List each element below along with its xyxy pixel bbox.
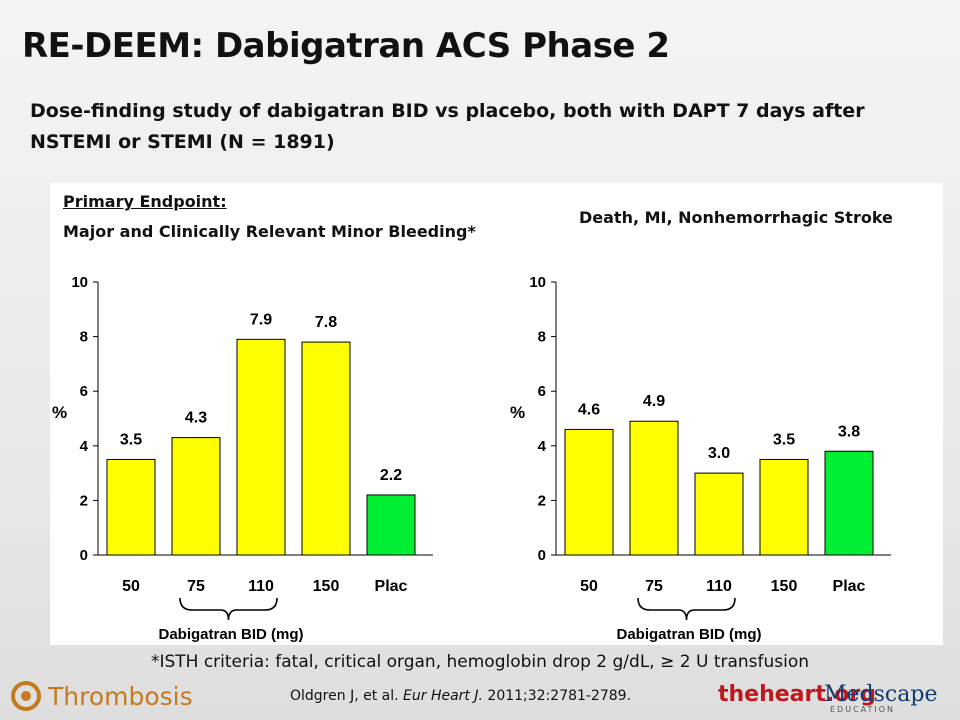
y-tick-label: 8 <box>538 329 546 346</box>
y-tick-label: 6 <box>538 383 546 400</box>
brace-icon <box>637 597 736 621</box>
bar-plac <box>366 494 416 556</box>
bar-150 <box>301 341 351 556</box>
thrombosis-logo-icon <box>11 681 41 711</box>
isth-footnote: *ISTH criteria: fatal, critical organ, h… <box>150 652 810 672</box>
bar-150 <box>759 458 809 556</box>
data-label: 4.6 <box>578 401 600 418</box>
data-label: 3.5 <box>120 431 142 448</box>
bleeding-endpoint-heading: Major and Clinically Relevant Minor Blee… <box>63 222 476 241</box>
y-tick-label: 0 <box>80 547 88 564</box>
bar-50 <box>564 428 614 556</box>
y-tick-label: 4 <box>538 438 547 455</box>
x-category-label: 75 <box>187 578 205 595</box>
citation: Oldgren J, et al. Eur Heart J. 2011;32:2… <box>290 688 631 704</box>
x-axis-title: Dabigatran BID (mg) <box>616 626 761 643</box>
bar-plac <box>824 450 874 556</box>
y-tick-label: 10 <box>71 274 88 291</box>
y-tick-label: 2 <box>80 492 88 509</box>
y-tick-label: 0 <box>538 547 546 564</box>
x-category-label: 50 <box>580 578 598 595</box>
brace-icon <box>179 597 278 621</box>
citation-details: 2011;32:2781-2789. <box>487 688 632 704</box>
y-tick-label: 4 <box>80 438 89 455</box>
x-category-label: 110 <box>248 578 274 595</box>
primary-endpoint-heading: Primary Endpoint: <box>63 192 227 211</box>
bar-110 <box>236 338 286 556</box>
brand-label: Thrombosis <box>48 681 193 711</box>
death-mi-stroke-bar-chart: 0 2 4 6 8 10% 4.6 50 4.9 75 3.0 110 3.5 150 3.8 Plac Dab… <box>510 274 891 643</box>
medscape-logo: Medscape <box>824 682 938 707</box>
data-label: 7.9 <box>250 311 272 328</box>
y-axis-title: % <box>52 403 67 422</box>
x-category-label: 150 <box>771 578 798 595</box>
death-mi-stroke-heading: Death, MI, Nonhemorrhagic Stroke <box>579 208 893 227</box>
citation-authors: Oldgren J, et al. <box>290 688 399 704</box>
x-axis-title: Dabigatran BID (mg) <box>158 626 303 643</box>
y-tick-label: 2 <box>538 492 546 509</box>
x-category-label: Plac <box>375 578 408 595</box>
theheart-logo: theheart.org <box>718 682 876 707</box>
x-category-label: 110 <box>706 578 732 595</box>
bleeding-bar-chart: 0 2 4 6 8 10% 3.5 50 4.3 75 7.9 110 7.8 150 2.2 Plac Dab… <box>52 274 433 643</box>
data-label: 3.0 <box>708 445 730 462</box>
x-category-label: 75 <box>645 578 663 595</box>
y-tick-label: 6 <box>80 383 88 400</box>
data-label: 3.8 <box>838 423 860 440</box>
citation-journal: Eur Heart J. <box>403 688 483 704</box>
bar-75 <box>629 420 679 556</box>
x-category-label: 50 <box>122 578 140 595</box>
y-tick-label: 10 <box>529 274 546 291</box>
data-label: 2.2 <box>380 467 402 484</box>
x-category-label: 150 <box>313 578 340 595</box>
slide-title: RE-DEEM: Dabigatran ACS Phase 2 <box>22 26 670 66</box>
data-label: 4.3 <box>185 410 207 427</box>
data-label: 3.5 <box>773 431 795 448</box>
bar-50 <box>106 458 156 556</box>
y-tick-label: 8 <box>80 329 88 346</box>
slide-subtitle: Dose-finding study of dabigatran BID vs … <box>30 100 865 153</box>
bar-75 <box>171 437 221 556</box>
data-label: 4.9 <box>643 393 665 410</box>
medscape-education-label: EDUCATION <box>830 705 896 714</box>
charts-panel: Primary Endpoint: Major and Clinically R… <box>50 183 943 645</box>
x-category-label: Plac <box>833 578 866 595</box>
thrombosis-brand: Thrombosis <box>10 680 193 712</box>
y-axis-title: % <box>510 403 525 422</box>
data-label: 7.8 <box>315 314 337 331</box>
bar-110 <box>694 472 744 556</box>
